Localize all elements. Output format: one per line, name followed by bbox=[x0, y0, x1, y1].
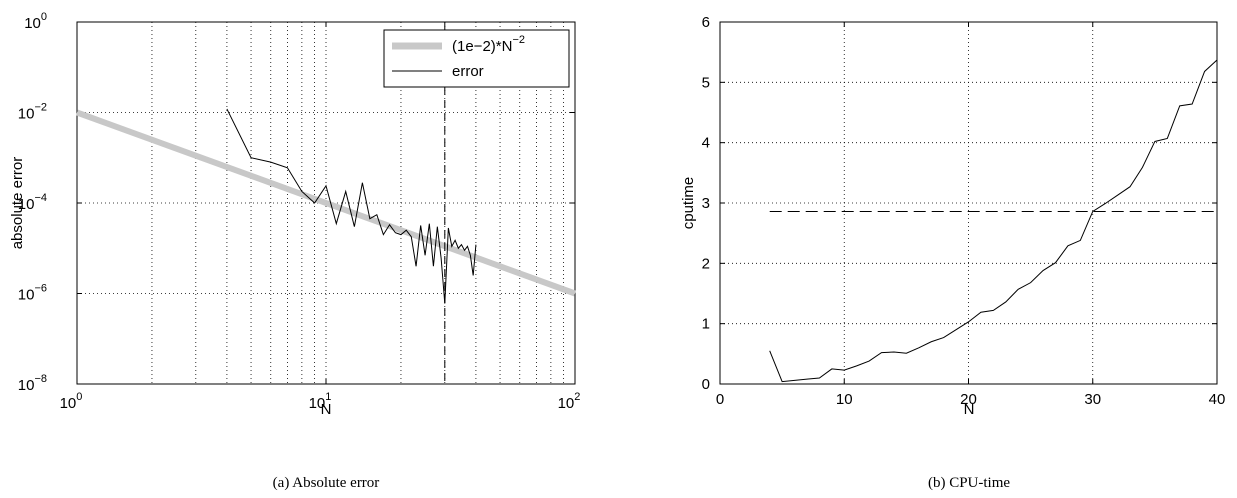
caption-a: (a) Absolute error bbox=[273, 475, 380, 491]
y-tick-label: 10−2 bbox=[18, 102, 47, 123]
y-axis-label-b: cputime bbox=[680, 177, 697, 230]
x-tick-label: 30 bbox=[1084, 391, 1101, 408]
y-tick-label: 2 bbox=[702, 255, 710, 272]
x-axis-label-b: N bbox=[964, 401, 975, 418]
x-tick-label: 10 bbox=[836, 391, 853, 408]
legend: (1e−2)*N−2 error bbox=[383, 29, 570, 88]
y-tick-label: 10−8 bbox=[18, 373, 47, 394]
y-tick-label: 1 bbox=[702, 316, 710, 333]
y-tick-label: 4 bbox=[702, 135, 710, 152]
series-b bbox=[769, 59, 1218, 383]
ticks-b: 0 10 20 30 40 0 1 2 3 4 5 6 bbox=[702, 14, 1226, 408]
legend-label-error: error bbox=[452, 63, 484, 80]
x-tick-label: 100 bbox=[60, 391, 83, 412]
plot-frame-b bbox=[719, 21, 1218, 385]
y-tick-label: 0 bbox=[702, 376, 710, 393]
y-tick-label: 100 bbox=[24, 11, 47, 32]
series-a bbox=[75, 22, 577, 384]
x-tick-label: 102 bbox=[558, 391, 581, 412]
grid-b bbox=[720, 22, 1217, 384]
legend-label-fit: (1e−2)*N−2 bbox=[452, 34, 525, 55]
x-tick-label: 0 bbox=[716, 391, 724, 408]
x-axis-label-a: N bbox=[321, 401, 332, 418]
y-tick-label: 3 bbox=[702, 195, 710, 212]
chart-absolute-error: 100 101 102 10−8 10−6 10−4 10−2 100 (1e−2)*N−2 … bbox=[9, 11, 580, 491]
x-tick-label: 20 bbox=[960, 391, 977, 408]
x-tick-label: 101 bbox=[309, 391, 332, 412]
chart-cpu-time: 0 10 20 30 40 0 1 2 3 4 5 6 N cputime (b) CPU-time bbox=[680, 14, 1225, 491]
plot-frame-a bbox=[76, 21, 576, 385]
legend-box bbox=[383, 29, 570, 88]
y-tick-label: 6 bbox=[702, 14, 710, 31]
series-line-cputime bbox=[769, 59, 1218, 383]
series-line-fit bbox=[75, 109, 577, 297]
y-axis-label-a: absolute error bbox=[9, 157, 26, 250]
y-tick-label: 5 bbox=[702, 74, 710, 91]
caption-b: (b) CPU-time bbox=[928, 475, 1010, 491]
x-tick-label: 40 bbox=[1209, 391, 1226, 408]
series-line-error bbox=[226, 108, 477, 304]
y-tick-label: 10−6 bbox=[18, 283, 47, 304]
y-tick-label: 10−4 bbox=[18, 192, 47, 213]
